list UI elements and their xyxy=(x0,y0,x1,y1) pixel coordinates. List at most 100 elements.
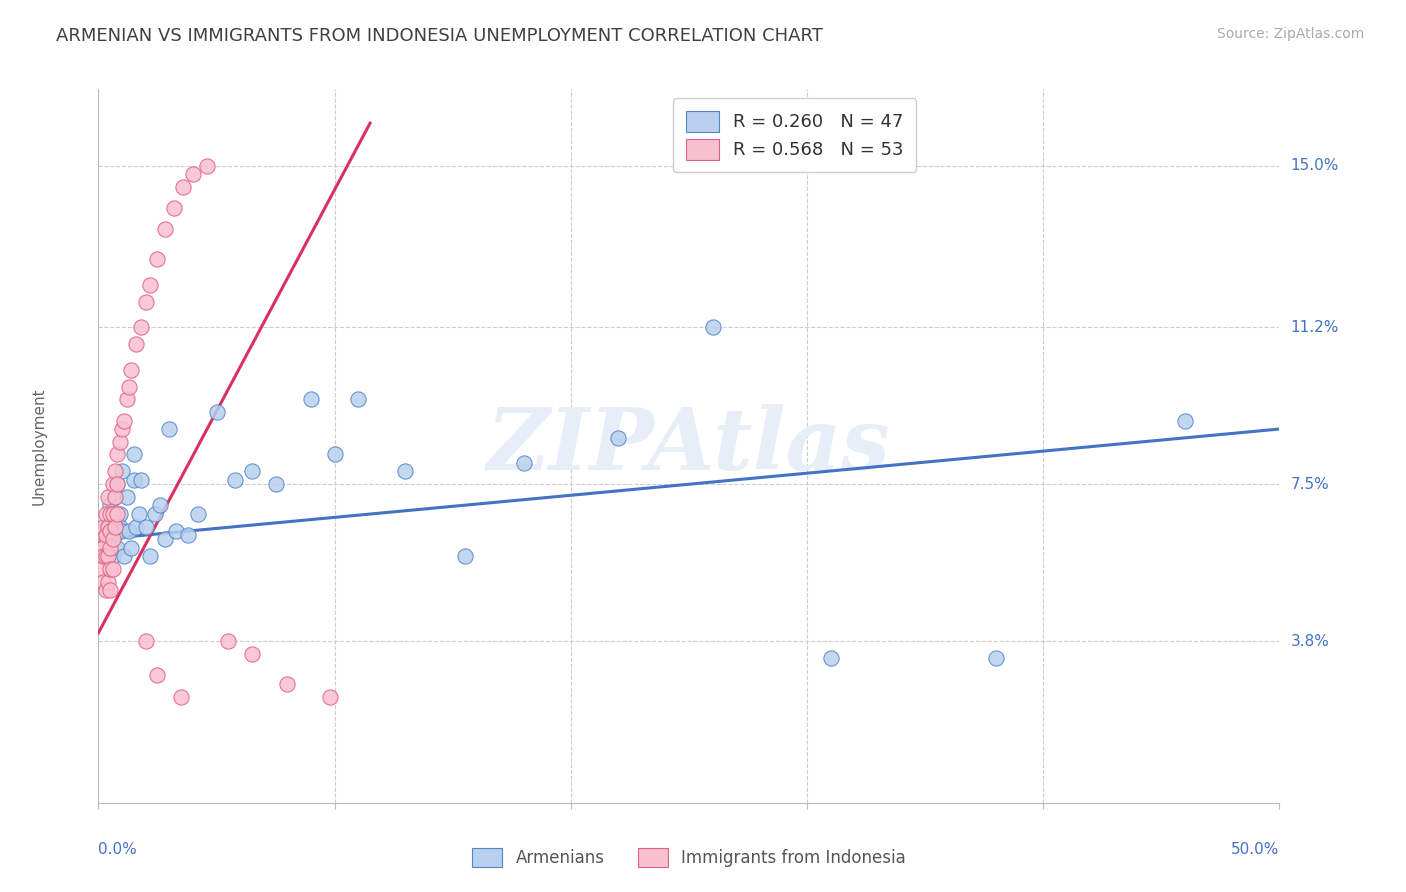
Point xyxy=(157,422,180,436)
Point xyxy=(111,422,134,436)
Point xyxy=(97,549,120,564)
Point xyxy=(135,519,157,533)
Point xyxy=(122,473,145,487)
Point xyxy=(607,430,630,444)
Text: 15.0%: 15.0% xyxy=(1291,158,1339,173)
Point xyxy=(112,549,135,564)
Point xyxy=(177,528,200,542)
Point xyxy=(195,159,218,173)
Point xyxy=(111,465,134,479)
Point xyxy=(105,507,128,521)
Point xyxy=(91,541,114,555)
Point xyxy=(112,413,135,427)
Point xyxy=(98,524,121,538)
Point xyxy=(129,473,152,487)
Point xyxy=(90,541,112,555)
Text: 3.8%: 3.8% xyxy=(1291,634,1330,648)
Point xyxy=(97,490,120,504)
Point xyxy=(347,392,370,407)
Point xyxy=(118,524,141,538)
Point xyxy=(94,583,117,598)
Point xyxy=(108,519,131,533)
Point xyxy=(101,549,124,564)
Point xyxy=(98,562,121,576)
Point xyxy=(91,574,114,589)
Point xyxy=(276,677,298,691)
Point xyxy=(139,277,162,292)
Point xyxy=(122,448,145,462)
Point xyxy=(323,448,346,462)
Point xyxy=(101,562,124,576)
Point xyxy=(108,434,131,449)
Point xyxy=(105,477,128,491)
Point xyxy=(101,477,124,491)
Point xyxy=(1174,413,1197,427)
Point xyxy=(115,490,138,504)
Point xyxy=(101,507,124,521)
Point xyxy=(104,465,127,479)
Point xyxy=(94,549,117,564)
Text: 11.2%: 11.2% xyxy=(1291,319,1339,334)
Point xyxy=(702,320,724,334)
Point xyxy=(104,528,127,542)
Text: 7.5%: 7.5% xyxy=(1291,476,1329,491)
Point xyxy=(165,524,187,538)
Point xyxy=(97,541,120,555)
Point xyxy=(187,507,209,521)
Point xyxy=(153,222,176,236)
Legend: Armenians, Immigrants from Indonesia: Armenians, Immigrants from Indonesia xyxy=(458,834,920,880)
Point xyxy=(121,362,143,376)
Text: Source: ZipAtlas.com: Source: ZipAtlas.com xyxy=(1216,27,1364,41)
Point xyxy=(820,651,842,665)
Point xyxy=(163,201,186,215)
Text: 0.0%: 0.0% xyxy=(98,842,138,856)
Point xyxy=(101,533,124,547)
Point xyxy=(299,392,322,407)
Point xyxy=(125,519,148,533)
Point xyxy=(149,499,172,513)
Point xyxy=(98,583,121,598)
Point xyxy=(453,549,475,564)
Point xyxy=(98,499,121,513)
Point xyxy=(143,507,166,521)
Point xyxy=(94,528,117,542)
Point xyxy=(135,634,157,648)
Point xyxy=(105,448,128,462)
Point xyxy=(98,507,121,521)
Point xyxy=(512,456,534,470)
Point xyxy=(94,519,117,533)
Point xyxy=(146,252,169,266)
Point xyxy=(135,294,157,309)
Text: ZIPAtlas: ZIPAtlas xyxy=(486,404,891,488)
Point xyxy=(139,549,162,564)
Point xyxy=(319,690,342,704)
Point xyxy=(125,337,148,351)
Point xyxy=(205,405,228,419)
Point xyxy=(128,507,150,521)
Point xyxy=(115,392,138,407)
Point xyxy=(224,473,246,487)
Point xyxy=(153,533,176,547)
Point xyxy=(90,562,112,576)
Point xyxy=(264,477,287,491)
Point xyxy=(240,647,263,661)
Point xyxy=(984,651,1007,665)
Point xyxy=(146,668,169,682)
Text: 50.0%: 50.0% xyxy=(1232,842,1279,856)
Point xyxy=(240,465,263,479)
Point xyxy=(105,477,128,491)
Point xyxy=(181,167,204,181)
Point xyxy=(170,690,193,704)
Point xyxy=(108,507,131,521)
Text: Unemployment: Unemployment xyxy=(32,387,46,505)
Point xyxy=(98,541,121,555)
Point xyxy=(101,507,124,521)
Point xyxy=(98,528,121,542)
Point xyxy=(121,541,143,555)
Point xyxy=(129,320,152,334)
Point xyxy=(217,634,239,648)
Point xyxy=(394,465,416,479)
Point xyxy=(91,549,114,564)
Point xyxy=(172,180,194,194)
Point xyxy=(91,519,114,533)
